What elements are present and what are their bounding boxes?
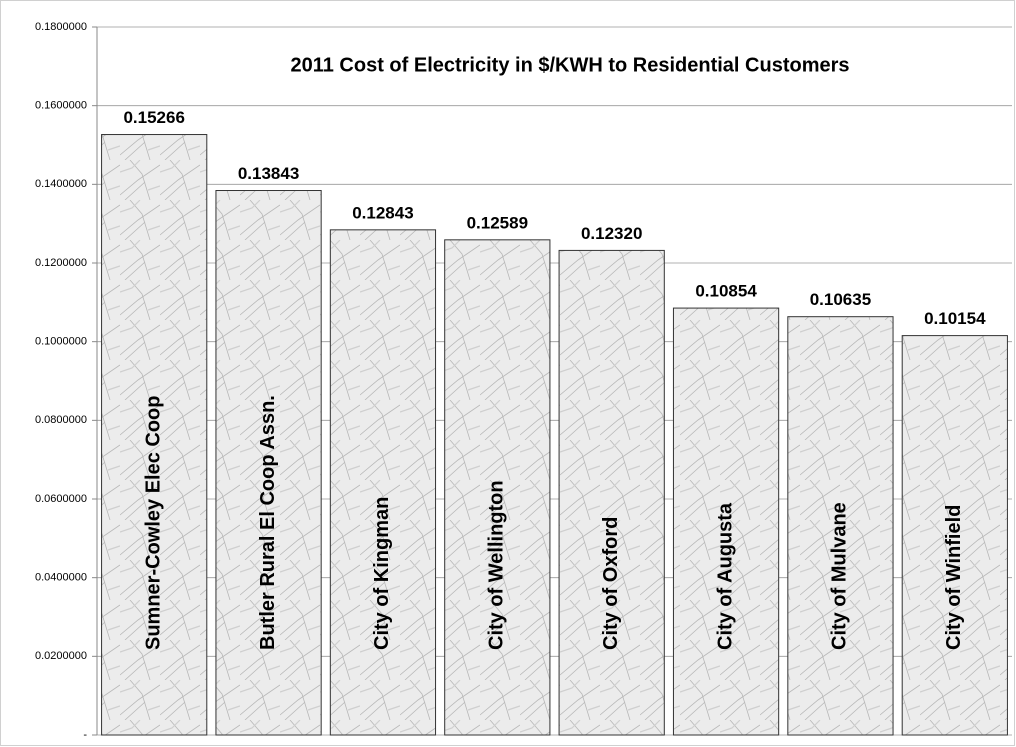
y-tick-label: 0.1600000 <box>35 100 87 112</box>
y-tick-label: 0.0200000 <box>35 650 87 662</box>
value-label: 0.10854 <box>695 282 757 301</box>
y-tick-label: 0.0600000 <box>35 493 87 505</box>
category-label: Sumner-Cowley Elec Coop <box>142 396 164 651</box>
category-label: City of Augusta <box>714 502 736 650</box>
value-label: 0.12320 <box>581 224 642 243</box>
bar <box>215 190 322 736</box>
bar <box>787 316 894 736</box>
value-label: 0.15266 <box>123 108 184 127</box>
y-tick-label: 0.1400000 <box>35 178 87 190</box>
y-tick-label: 0.0800000 <box>35 414 87 426</box>
value-label: 0.12843 <box>352 203 413 222</box>
category-label: City of Mulvane <box>829 502 851 650</box>
category-label: City of Winfield <box>943 505 965 650</box>
category-label: City of Oxford <box>600 517 622 650</box>
y-tick-label: 0.1200000 <box>35 257 87 269</box>
category-label: City of Kingman <box>371 497 393 650</box>
value-label: 0.12589 <box>467 213 528 232</box>
bar <box>329 229 437 736</box>
category-label: City of Wellington <box>486 480 508 650</box>
category-label: Butler Rural El Coop Assn. <box>257 395 279 650</box>
bar <box>672 307 780 736</box>
y-tick-label: 0.1800000 <box>35 21 87 33</box>
bar <box>101 134 208 736</box>
y-tick-label: 0.1000000 <box>35 336 87 348</box>
bar <box>558 249 665 736</box>
value-label: 0.13843 <box>238 164 299 183</box>
bar <box>444 239 551 736</box>
value-label: 0.10154 <box>924 309 986 328</box>
value-label: 0.10635 <box>810 290 871 309</box>
chart-title: 2011 Cost of Electricity in $/KWH to Res… <box>290 54 849 76</box>
y-tick-label: 0.0400000 <box>35 572 87 584</box>
bar <box>901 335 1008 736</box>
y-tick-label: - <box>83 729 87 741</box>
